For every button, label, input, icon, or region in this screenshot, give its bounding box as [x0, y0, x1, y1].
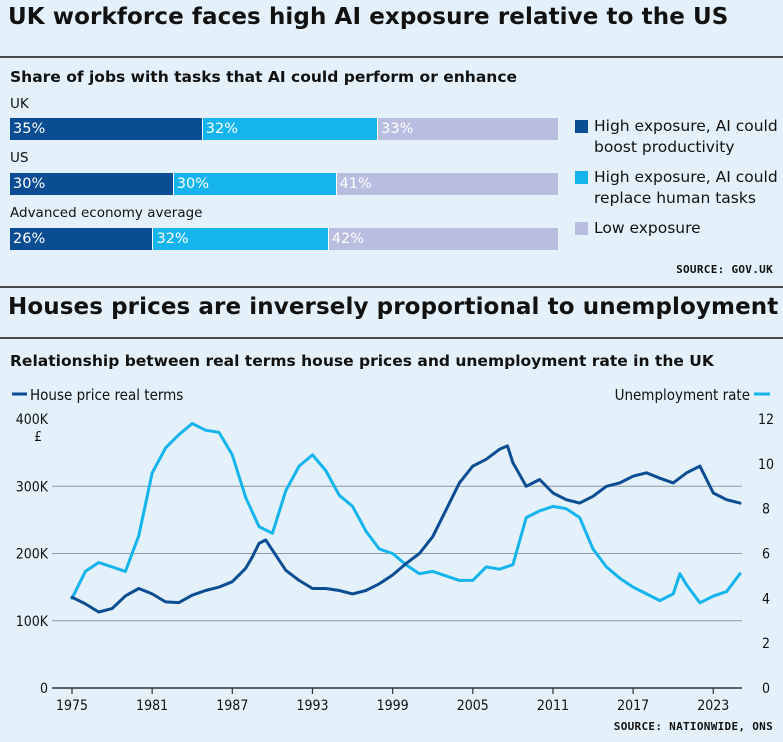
left-y-axis: 0 100K 200K 300K 400K	[16, 412, 49, 697]
bar-segment: 30%	[172, 173, 336, 195]
bar-segment: 42%	[327, 228, 558, 250]
x-tick-label: 1999	[377, 698, 409, 714]
legend-label: Low exposure	[594, 219, 701, 237]
x-tick-label: 1981	[136, 698, 168, 714]
bar-segment: 32%	[201, 118, 378, 140]
bar-segment: 26%	[10, 228, 153, 250]
y-tick-left: 100K	[16, 614, 49, 630]
bar-label-uk: UK	[10, 96, 29, 112]
x-tick-label: 1975	[56, 698, 88, 714]
x-tick-label: 2023	[697, 698, 729, 714]
divider	[0, 337, 783, 339]
bar-row-advanced-economy: 26% 32% 42%	[10, 228, 558, 250]
y-tick-right: 2	[762, 636, 770, 652]
legend-swatch	[575, 120, 588, 133]
x-tick-label: 2005	[457, 698, 489, 714]
y-tick-right: 10	[758, 457, 774, 473]
house-price-line	[70, 444, 742, 614]
y-tick-left: 200K	[16, 547, 49, 563]
y-axis-unit: £	[34, 429, 42, 445]
x-tick-label: 2017	[617, 698, 649, 714]
bar-segment: 35%	[10, 118, 202, 140]
bar-label-advanced-economy: Advanced economy average	[10, 205, 203, 221]
x-axis: 1975 1981 1987 1993 1999 2005 2011 2017 2023	[56, 688, 729, 714]
divider	[0, 56, 783, 58]
x-tick-label: 2011	[537, 698, 569, 714]
x-tick-label: 1987	[216, 698, 248, 714]
x-tick-label: 1993	[296, 698, 328, 714]
ai-exposure-panel: UK workforce faces high AI exposure rela…	[0, 0, 783, 286]
legend-label: High exposure, AI could replace human ta…	[594, 168, 778, 207]
legend-item-replace: High exposure, AI could replace human ta…	[575, 167, 780, 209]
bar-row-uk: 35% 32% 33%	[10, 118, 558, 140]
panel1-headline: UK workforce faces high AI exposure rela…	[8, 4, 729, 30]
legend-house-price: House price real terms	[30, 386, 183, 404]
y-tick-right: 8	[762, 502, 770, 518]
y-tick-right: 4	[762, 591, 770, 607]
legend-item-boost: High exposure, AI could boost productivi…	[575, 116, 780, 158]
legend-unemployment: Unemployment rate	[615, 386, 750, 404]
house-price-panel: Houses prices are inversely proportional…	[0, 286, 783, 742]
divider	[0, 286, 783, 288]
line-chart-title: Relationship between real terms house pr…	[10, 352, 714, 370]
bar-segment: 41%	[335, 173, 558, 195]
bar-row-us: 30% 30% 41%	[10, 173, 558, 195]
legend-item-low: Low exposure	[575, 218, 780, 239]
y-tick-right: 12	[758, 412, 774, 428]
y-tick-left: 400K	[16, 412, 49, 428]
bar-chart-title: Share of jobs with tasks that AI could p…	[10, 68, 518, 86]
source-note: SOURCE: NATIONWIDE, ONS	[613, 720, 773, 733]
y-tick-right: 0	[762, 681, 770, 697]
unemployment-line	[70, 422, 742, 605]
y-tick-left: 300K	[16, 479, 49, 495]
bar-segment: 33%	[377, 118, 558, 140]
bar-segment: 30%	[10, 173, 173, 195]
gridlines	[52, 485, 742, 689]
right-y-axis: 0 2 4 6 8 10 12	[758, 412, 774, 697]
legend-swatch	[575, 171, 588, 184]
legend-label: High exposure, AI could boost productivi…	[594, 117, 778, 156]
legend-swatch	[575, 222, 588, 235]
y-tick-right: 6	[762, 547, 770, 563]
panel2-headline: Houses prices are inversely proportional…	[8, 294, 779, 320]
y-tick-left: 0	[40, 681, 48, 697]
bar-segment: 32%	[152, 228, 328, 250]
bar-legend: High exposure, AI could boost productivi…	[575, 116, 780, 248]
bar-label-us: US	[10, 150, 29, 166]
line-chart: House price real terms Unemployment rate…	[12, 386, 774, 714]
source-note: SOURCE: GOV.UK	[676, 263, 773, 276]
